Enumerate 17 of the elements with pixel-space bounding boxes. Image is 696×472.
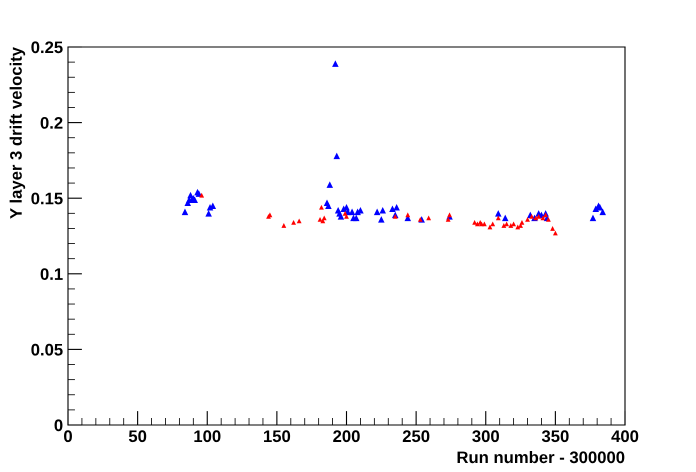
y-tick-label: 0.2 [40, 117, 62, 129]
y-tick-label: 0 [54, 419, 62, 432]
y-tick-label: 0.15 [31, 192, 63, 204]
x-tick-label: 200 [333, 430, 360, 442]
y-axis-title: Y layer 3 drift velocity [10, 47, 26, 219]
x-tick-label: 100 [194, 430, 220, 442]
y-tick-label: 0.05 [31, 344, 63, 356]
y-tick-label: 0.1 [40, 268, 63, 280]
y-tick-label: 0.25 [31, 41, 63, 54]
x-tick-label: 400 [611, 430, 638, 442]
x-tick-label: 250 [402, 430, 430, 442]
x-tick-label: 0 [64, 430, 72, 442]
x-tick-label: 350 [542, 430, 569, 442]
x-tick-label: 300 [472, 430, 499, 442]
x-tick-label: 150 [264, 430, 290, 442]
x-tick-label: 50 [128, 430, 146, 442]
x-axis-title: Run number - 300000 [458, 450, 624, 464]
